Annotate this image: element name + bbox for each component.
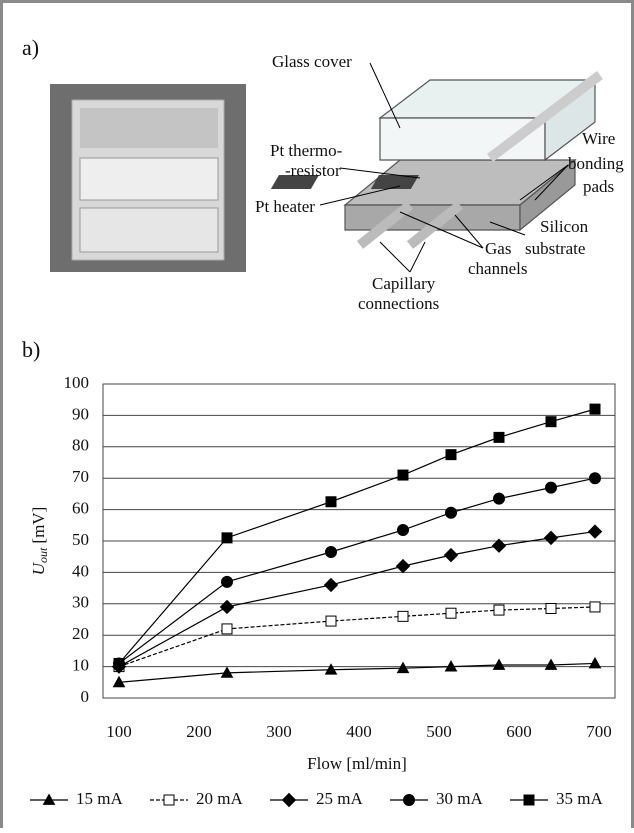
device-schematic [270, 71, 604, 249]
marker [445, 449, 457, 461]
marker [445, 506, 457, 519]
y-tick-label: 20 [72, 624, 89, 643]
marker [589, 601, 601, 613]
y-tick-label: 40 [72, 561, 89, 580]
marker [221, 575, 233, 588]
diagram-label: Wire [582, 129, 615, 148]
legend-label: 30 mA [436, 789, 483, 808]
y-tick-label: 0 [81, 687, 90, 706]
legend-marker [42, 793, 56, 805]
series-line [118, 606, 596, 668]
diagram-label: -resistor [285, 161, 341, 180]
marker [544, 658, 558, 670]
marker [444, 660, 458, 672]
photo [50, 84, 246, 272]
panel-label: b) [22, 337, 40, 362]
x-tick-label: 400 [346, 722, 372, 741]
legend-label: 25 mA [316, 789, 363, 808]
marker [491, 538, 507, 553]
x-tick-label: 500 [426, 722, 452, 741]
marker [587, 524, 603, 539]
marker [395, 558, 411, 574]
diagram-label: bonding [568, 154, 624, 173]
diagram-label: Silicon [540, 217, 589, 236]
marker [219, 599, 235, 615]
marker [588, 656, 602, 669]
diagram-label: Pt heater [255, 197, 315, 216]
marker [112, 675, 126, 688]
marker [492, 658, 506, 670]
y-tick-label: 70 [72, 467, 89, 486]
diagram-label: Glass cover [272, 52, 352, 71]
series-line [118, 662, 596, 683]
y-tick-label: 90 [72, 404, 89, 423]
series-line [118, 408, 596, 664]
marker [545, 603, 557, 615]
y-axis-subscript: out [36, 547, 50, 563]
legend-marker [281, 792, 297, 808]
y-axis-symbol: U [29, 561, 48, 575]
legend-marker [163, 794, 175, 806]
marker [221, 623, 233, 635]
marker [113, 657, 125, 669]
marker [589, 403, 601, 415]
marker [543, 530, 559, 546]
legend-marker [523, 794, 535, 806]
y-tick-label: 50 [72, 530, 89, 549]
y-tick-label: 30 [72, 593, 89, 612]
marker [493, 492, 505, 505]
x-tick-label: 600 [506, 722, 532, 741]
y-axis-unit: [mV] [29, 507, 48, 544]
marker [220, 666, 234, 678]
y-tick-label: 10 [72, 656, 89, 675]
diagram-label: Capillary [372, 274, 436, 293]
legend-label: 15 mA [76, 789, 123, 808]
legend-marker [403, 794, 415, 806]
diagram-label: substrate [525, 239, 585, 258]
marker [397, 610, 409, 622]
x-axis-title: Flow [ml/min] [307, 754, 407, 773]
y-tick-label: 100 [64, 373, 90, 392]
callout-lines [319, 62, 569, 273]
x-tick-label: 100 [106, 722, 132, 741]
marker [589, 472, 601, 485]
diagram-label: Pt thermo- [270, 141, 343, 160]
marker [493, 431, 505, 443]
x-tick-label: 300 [266, 722, 292, 741]
marker [396, 661, 410, 674]
diagram-label: connections [358, 294, 439, 313]
diagram-label: pads [583, 177, 614, 196]
marker [445, 607, 457, 619]
y-tick-label: 80 [72, 436, 89, 455]
x-tick-label: 200 [186, 722, 212, 741]
diagram-labels: Glass cover Pt thermo--resistor Pt heater W… [255, 52, 624, 313]
marker [397, 469, 409, 481]
x-tick-label: 700 [586, 722, 612, 741]
marker [545, 416, 557, 428]
y-axis-title: Uout [mV] [29, 507, 50, 575]
legend-label: 20 mA [196, 789, 243, 808]
marker [323, 577, 339, 593]
plot: 0 10 20 30 40 50 60 70 80 90 100 100 200 300 400 500 600… [30, 373, 616, 808]
series-line [118, 477, 596, 664]
diagram-label: channels [468, 259, 527, 278]
marker [325, 615, 337, 627]
marker [221, 532, 233, 544]
marker [324, 663, 338, 675]
marker [493, 604, 505, 616]
marker [397, 524, 409, 537]
diagram-label: Gas [485, 239, 511, 258]
legend-label: 35 mA [556, 789, 603, 808]
marker [325, 545, 337, 558]
marker [325, 496, 337, 508]
marker [443, 547, 459, 563]
marker [545, 481, 557, 494]
series-line [118, 530, 596, 668]
y-tick-label: 60 [72, 499, 89, 518]
panel-label: a) [22, 35, 39, 60]
